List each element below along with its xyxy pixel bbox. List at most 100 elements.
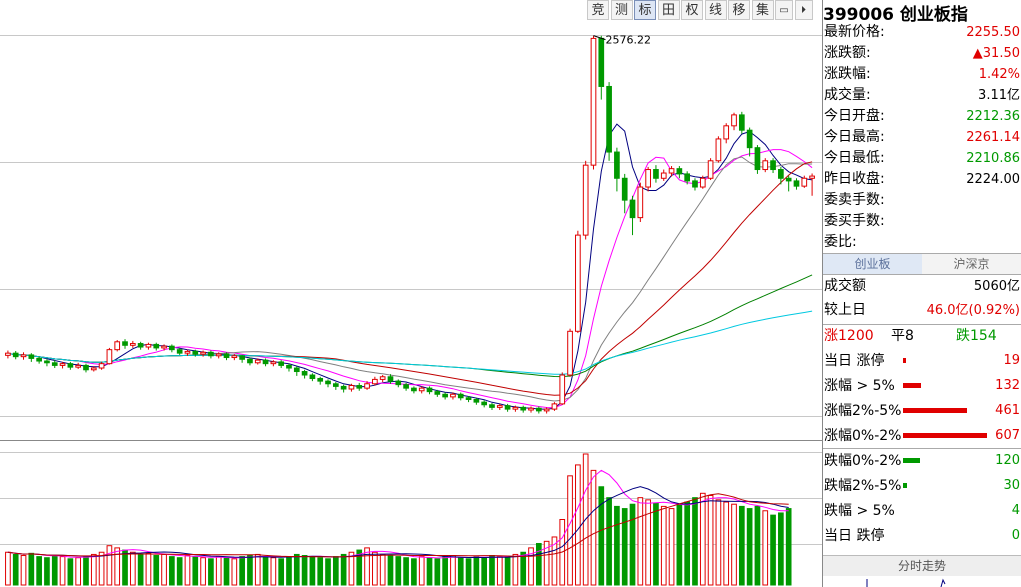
breadth-value: 4	[1011, 503, 1020, 518]
volume-bar	[387, 555, 394, 586]
breadth-value: 120	[995, 453, 1020, 468]
quote-label: 委卖手数:	[824, 192, 885, 208]
volume-bar	[293, 553, 300, 586]
volume-bar	[567, 475, 573, 586]
intraday-tab[interactable]: 分时走势	[823, 555, 1021, 576]
candle	[98, 363, 105, 369]
decline-count: 跌154	[956, 328, 997, 344]
toolbar-button-6[interactable]: 移	[728, 0, 750, 20]
candle	[629, 199, 636, 219]
grid-line	[0, 544, 822, 545]
volume-bar	[395, 556, 402, 586]
grid-line	[0, 35, 822, 36]
volume-bar	[692, 497, 698, 586]
volume-bar	[5, 551, 11, 586]
candle	[754, 147, 761, 171]
turnover-label: 成交额	[824, 278, 866, 294]
toolbar-button-5[interactable]: 线	[704, 0, 727, 20]
candle	[286, 364, 292, 369]
toolbar-button-3[interactable]: 田	[657, 0, 680, 20]
prev-day-label: 较上日	[824, 302, 866, 318]
volume-bar	[481, 557, 488, 586]
candle	[106, 349, 113, 365]
candle	[5, 352, 11, 356]
toolbar-button-8[interactable]: ▭	[775, 0, 793, 20]
candle	[738, 114, 745, 131]
toolbar-button-2[interactable]: 标	[634, 0, 656, 20]
volume-bar	[332, 556, 339, 586]
volume-bar	[67, 558, 74, 586]
candle	[184, 350, 191, 354]
volume-bar	[114, 547, 121, 586]
tab-chinext[interactable]: 创业板	[823, 254, 922, 274]
toolbar-button-7[interactable]: 集	[751, 0, 774, 20]
breadth-value: 30	[1003, 478, 1020, 493]
quote-row: 昨日收盘: 2224.00	[823, 169, 1021, 190]
candle	[161, 345, 167, 349]
volume-bar	[434, 558, 441, 586]
volume-bar	[379, 553, 386, 586]
toolbar-button-1[interactable]: 测	[610, 0, 633, 20]
volume-bar	[403, 557, 409, 586]
candle	[653, 169, 659, 179]
quote-panel: 399006 创业板指 最新价格: 2255.50 涨跌额: ▲31.50 涨跌幅: 1.…	[823, 0, 1021, 587]
volume-bar	[614, 505, 620, 586]
breadth-bar	[903, 383, 921, 388]
quote-row: 涨跌幅: 1.42%	[823, 64, 1021, 85]
volume-bar	[12, 553, 19, 586]
divider	[823, 448, 1021, 449]
volume-bar	[489, 555, 495, 586]
candle	[676, 168, 683, 175]
candlestick-chart[interactable]: 2576.22	[0, 22, 822, 417]
volume-bar	[411, 558, 417, 586]
breadth-value: 0	[1011, 528, 1020, 543]
pane-divider	[0, 440, 822, 441]
breadth-value: 461	[995, 403, 1020, 418]
toolbar-button-4[interactable]: 权	[681, 0, 703, 20]
candle	[356, 385, 363, 389]
volume-bar	[778, 512, 784, 586]
toolbar-button-9[interactable]: ⏵	[794, 0, 813, 20]
peak-label: 2576.22	[605, 34, 651, 47]
quote-row: 最新价格: 2255.50	[823, 22, 1021, 43]
grid-line	[0, 452, 822, 453]
breadth-label: 跌幅2%-5%	[824, 478, 902, 494]
volume-bar	[762, 510, 769, 586]
quote-label: 委买手数:	[824, 213, 885, 229]
candle	[575, 234, 581, 332]
kline-chart-area[interactable]: 竞测标田权线移集 ▭ ⏵ 2576.22	[0, 0, 822, 587]
candle	[153, 343, 160, 349]
tab-sh-sz-bj[interactable]: 沪深京	[922, 254, 1021, 274]
candle	[411, 387, 417, 392]
volume-chart[interactable]	[0, 452, 822, 587]
candle	[192, 350, 199, 355]
volume-bar	[457, 557, 464, 586]
candle	[231, 355, 238, 359]
candle	[239, 355, 245, 360]
candle	[762, 160, 769, 171]
candle	[621, 177, 628, 201]
candle	[785, 177, 792, 182]
volume-bar	[606, 497, 612, 586]
volume-bar	[176, 557, 183, 586]
toolbar-button-0[interactable]: 竞	[587, 0, 609, 20]
volume-bar	[746, 508, 753, 586]
candle	[660, 172, 667, 179]
candle	[434, 391, 441, 395]
volume-bar	[496, 556, 503, 586]
breadth-row: 涨幅0%-2% 607	[823, 424, 1021, 448]
candle	[51, 362, 58, 366]
volume-bar	[153, 555, 160, 586]
breadth-row: 当日 涨停 19	[823, 349, 1021, 373]
quote-value: 3.11亿	[978, 88, 1020, 103]
volume-bar	[598, 486, 605, 586]
breadth-value: 19	[1003, 353, 1020, 368]
candle	[332, 383, 339, 387]
volume-bar	[208, 558, 214, 586]
candle	[387, 376, 394, 382]
candle	[489, 404, 495, 408]
candle	[637, 186, 644, 219]
volume-bar	[223, 557, 230, 586]
quote-row: 涨跌额: ▲31.50	[823, 43, 1021, 64]
volume-bar	[122, 549, 128, 586]
